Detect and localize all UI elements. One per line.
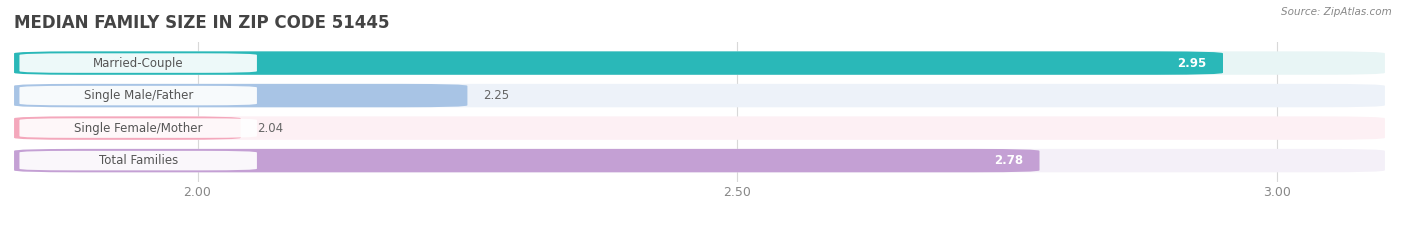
- FancyBboxPatch shape: [14, 51, 1385, 75]
- FancyBboxPatch shape: [20, 86, 257, 105]
- FancyBboxPatch shape: [14, 116, 1385, 140]
- Text: 2.04: 2.04: [257, 122, 283, 135]
- Text: Total Families: Total Families: [98, 154, 177, 167]
- Text: Source: ZipAtlas.com: Source: ZipAtlas.com: [1281, 7, 1392, 17]
- FancyBboxPatch shape: [14, 149, 1385, 172]
- FancyBboxPatch shape: [14, 84, 1385, 107]
- FancyBboxPatch shape: [14, 84, 467, 107]
- Text: MEDIAN FAMILY SIZE IN ZIP CODE 51445: MEDIAN FAMILY SIZE IN ZIP CODE 51445: [14, 14, 389, 32]
- FancyBboxPatch shape: [14, 149, 1039, 172]
- FancyBboxPatch shape: [20, 53, 257, 73]
- Text: 2.78: 2.78: [994, 154, 1024, 167]
- FancyBboxPatch shape: [14, 116, 240, 140]
- FancyBboxPatch shape: [20, 151, 257, 170]
- FancyBboxPatch shape: [20, 118, 257, 138]
- FancyBboxPatch shape: [14, 51, 1223, 75]
- Text: 2.95: 2.95: [1178, 57, 1206, 70]
- Text: Married-Couple: Married-Couple: [93, 57, 184, 70]
- Text: 2.25: 2.25: [484, 89, 510, 102]
- Text: Single Female/Mother: Single Female/Mother: [75, 122, 202, 135]
- Text: Single Male/Father: Single Male/Father: [83, 89, 193, 102]
